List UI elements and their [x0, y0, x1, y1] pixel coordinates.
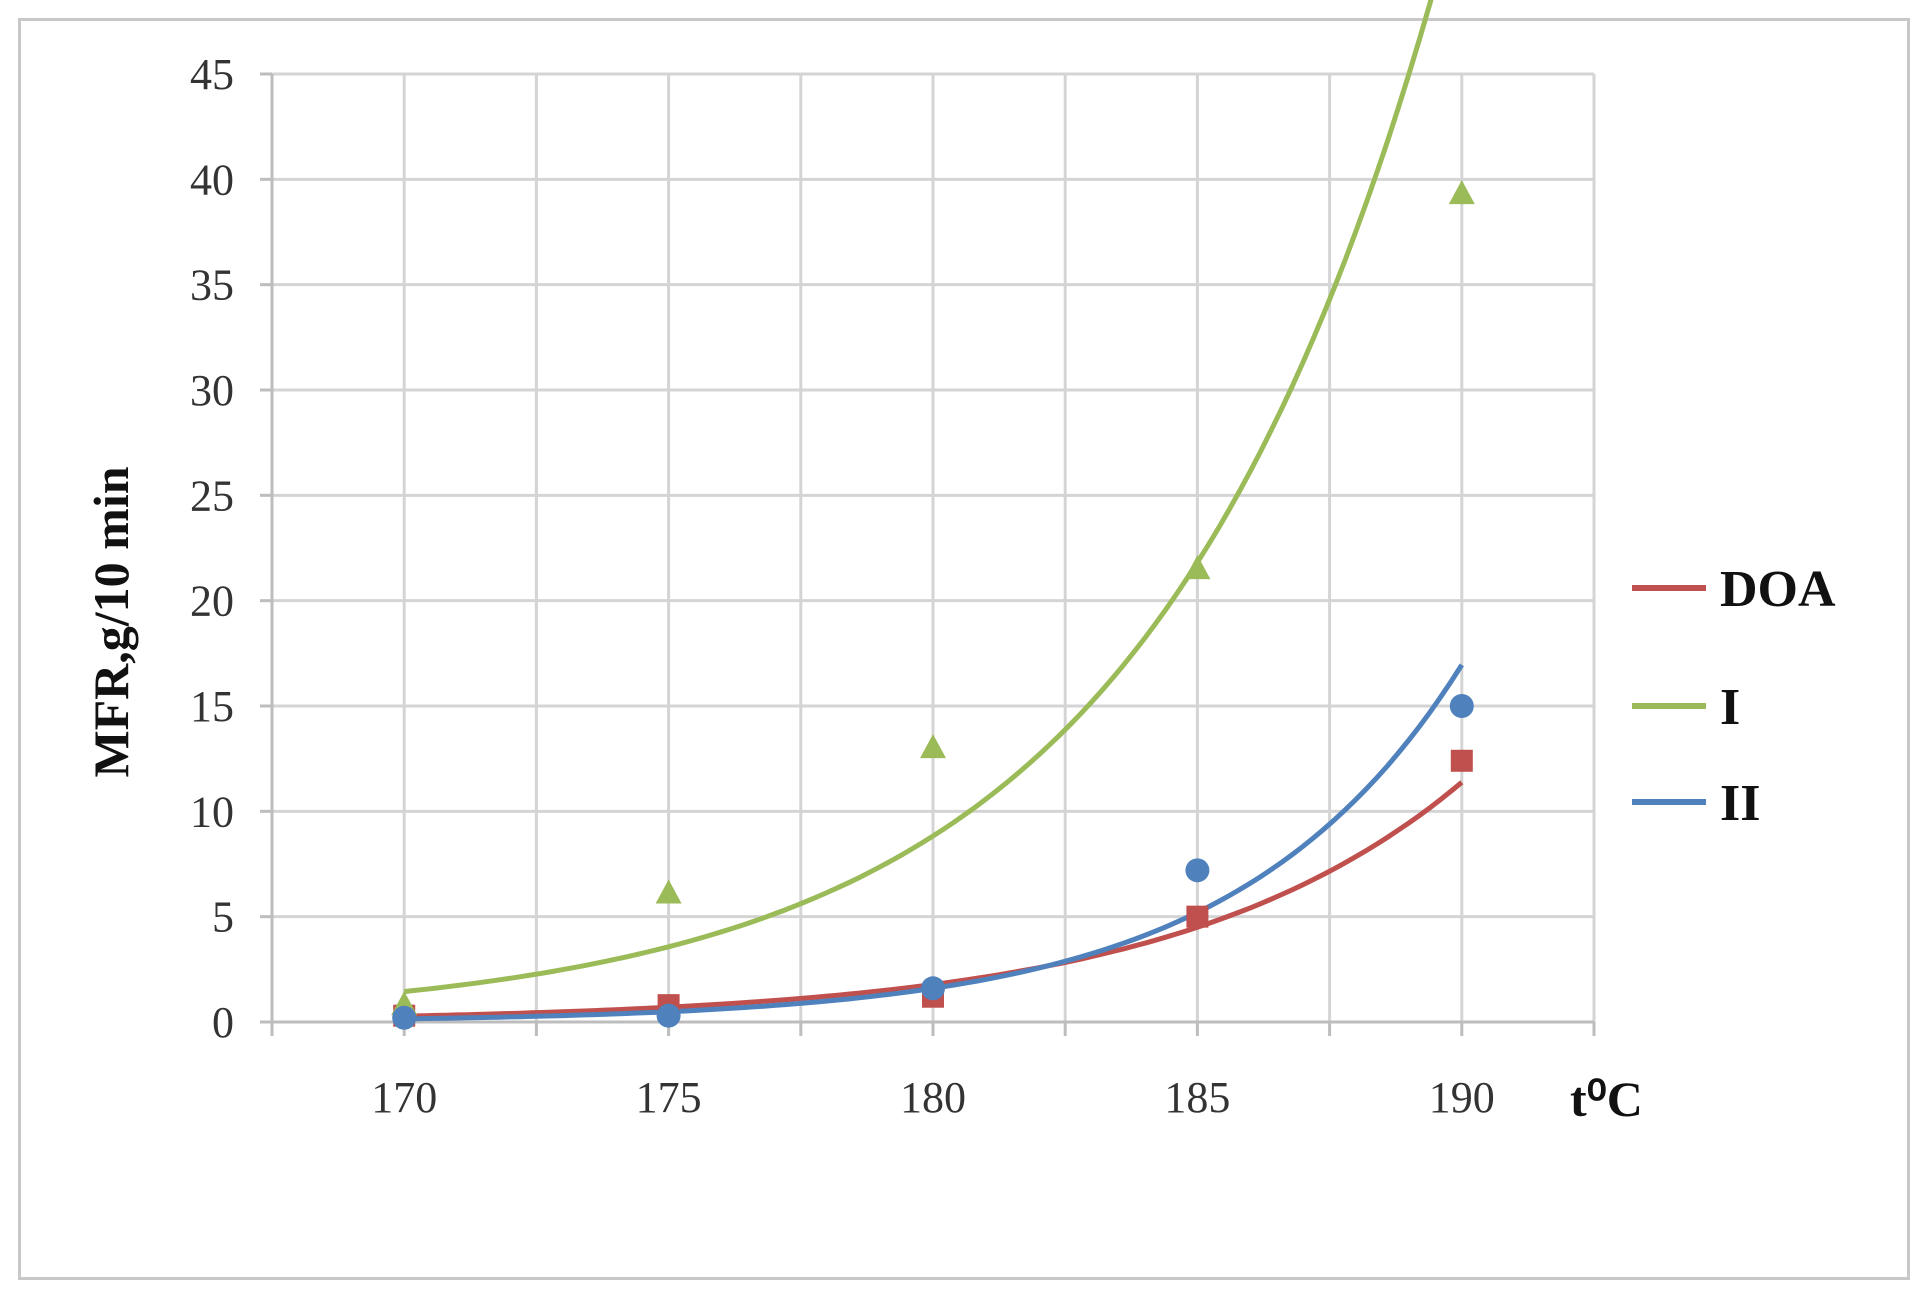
marker-doa [1450, 749, 1473, 772]
grid-lines [272, 72, 1596, 1022]
x-tick-label: 190 [1429, 1073, 1495, 1122]
x-tick-label: 175 [636, 1073, 702, 1122]
marker-ii [921, 976, 945, 1001]
y-tick-label: 10 [190, 787, 234, 836]
legend-label-doa: DOA [1720, 561, 1836, 618]
y-tick-label: 30 [190, 366, 234, 415]
y-tick-label: 35 [190, 261, 234, 310]
legend-label-i: I [1720, 679, 1740, 736]
y-tick-labels: 0 5 10 15 20 25 30 35 40 45 [190, 50, 234, 1047]
data-markers [391, 180, 1475, 1030]
y-tick-label: 45 [190, 50, 234, 99]
y-tick-label: 5 [212, 893, 234, 942]
x-tick-label: 185 [1164, 1073, 1230, 1122]
y-tick-label: 40 [190, 155, 234, 204]
axes [260, 72, 1596, 1036]
y-tick-label: 25 [190, 471, 234, 520]
marker-i [655, 879, 682, 904]
y-tick-label: 0 [212, 998, 234, 1047]
marker-doa [1186, 905, 1209, 928]
y-axis-title: MFR,g/10 min [83, 466, 139, 777]
marker-i [920, 734, 946, 759]
marker-i [1184, 555, 1211, 580]
marker-ii [392, 1005, 417, 1030]
legend-label-ii: II [1720, 775, 1760, 832]
marker-i [1448, 180, 1475, 205]
marker-ii [1449, 694, 1474, 718]
x-tick-labels: 170 175 180 185 190 [371, 1073, 1495, 1122]
y-tick-label: 20 [190, 577, 234, 626]
x-axis-title: t⁰C [1570, 1071, 1643, 1127]
x-tick-label: 170 [371, 1073, 437, 1122]
marker-ii [656, 1003, 681, 1028]
chart-frame [18, 18, 1910, 1280]
x-tick-label: 180 [900, 1073, 966, 1122]
trendline-i [403, 0, 1434, 995]
marker-ii [1185, 858, 1210, 883]
y-tick-label: 15 [190, 682, 234, 731]
